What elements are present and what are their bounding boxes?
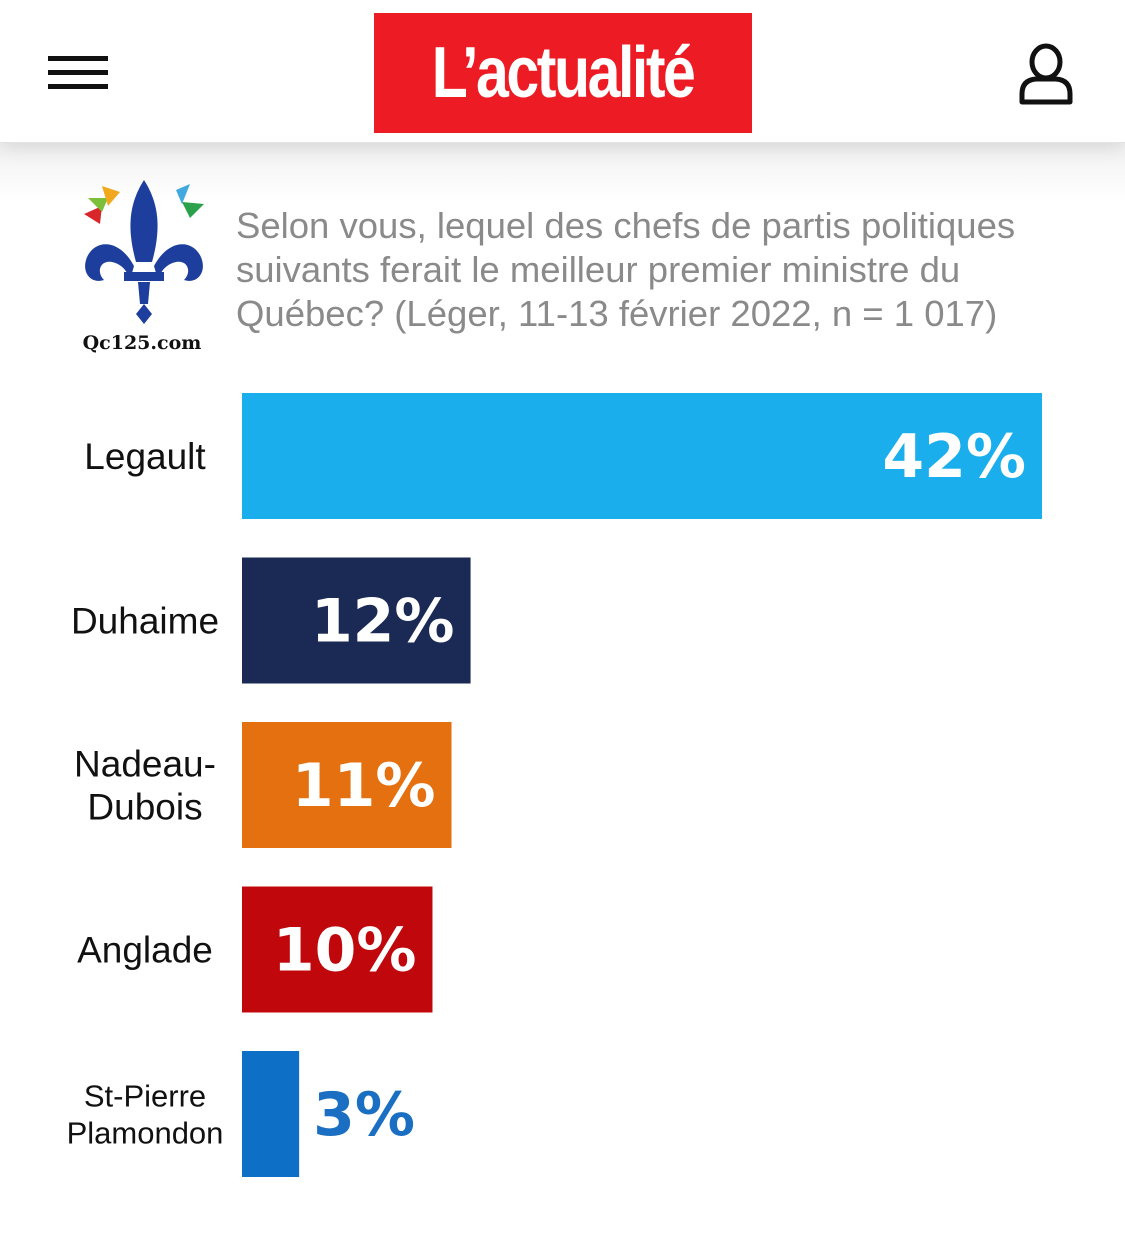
- brand-logo-text: L’actualité: [432, 33, 696, 113]
- category-label-line: Plamondon: [67, 1116, 224, 1151]
- category-label-line: Legault: [84, 436, 206, 477]
- bar-value-label: 11%: [292, 751, 436, 821]
- category-label-line: Anglade: [77, 930, 213, 971]
- user-account-icon[interactable]: [1016, 42, 1076, 108]
- hamburger-menu-icon[interactable]: [46, 52, 110, 94]
- bar-value-label: 10%: [273, 916, 417, 986]
- chart-title: Selon vous, lequel des chefs de partis p…: [236, 205, 1016, 334]
- bar: [242, 722, 452, 848]
- fleur-de-lis-logo-icon: [78, 176, 210, 358]
- bar-value-label: 42%: [882, 422, 1026, 492]
- site-header: L’actualité: [0, 0, 1125, 143]
- bar: [242, 557, 471, 684]
- category-label-line: Nadeau-: [74, 744, 216, 785]
- category-label: Legault: [84, 436, 206, 477]
- bar-value-label: 12%: [311, 587, 455, 657]
- category-label: Duhaime: [71, 601, 219, 642]
- bar: [242, 1051, 300, 1177]
- bar-value-label: 3%: [313, 1080, 415, 1150]
- bar: [242, 393, 1042, 519]
- category-label: St-Pierre Plamondon: [67, 1079, 224, 1151]
- category-label-line: Dubois: [87, 787, 202, 828]
- logo-caption: Qc125.com: [82, 332, 202, 354]
- category-label: Anglade: [77, 930, 213, 971]
- bar: [242, 886, 433, 1013]
- category-label-line: St-Pierre: [84, 1079, 206, 1114]
- category-label: Nadeau-Dubois: [74, 744, 216, 828]
- brand-logo[interactable]: L’actualité: [374, 13, 752, 133]
- category-label-line: Duhaime: [71, 601, 219, 642]
- header-shadow: [0, 142, 1125, 202]
